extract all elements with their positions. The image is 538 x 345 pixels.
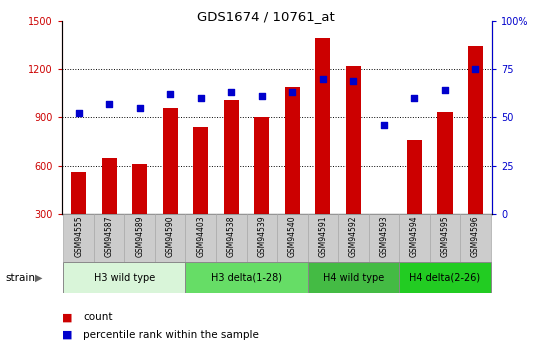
Point — [74, 111, 83, 116]
Text: GSM94596: GSM94596 — [471, 215, 480, 257]
Text: GSM94590: GSM94590 — [166, 215, 175, 257]
Text: GDS1674 / 10761_at: GDS1674 / 10761_at — [197, 10, 335, 23]
Bar — [186, 214, 216, 262]
Point — [227, 89, 236, 95]
Bar — [193, 127, 208, 262]
Text: GSM94555: GSM94555 — [74, 215, 83, 257]
Bar — [338, 214, 369, 262]
Text: GSM94592: GSM94592 — [349, 215, 358, 257]
Bar — [399, 262, 491, 293]
Bar — [63, 214, 94, 262]
Text: GSM94540: GSM94540 — [288, 215, 297, 257]
Bar — [254, 117, 270, 262]
Text: GSM94593: GSM94593 — [379, 215, 388, 257]
Text: GSM94594: GSM94594 — [410, 215, 419, 257]
Text: percentile rank within the sample: percentile rank within the sample — [83, 330, 259, 339]
Bar — [63, 262, 186, 293]
Text: H3 wild type: H3 wild type — [94, 273, 155, 283]
Bar — [285, 87, 300, 262]
Bar — [71, 172, 86, 262]
Text: count: count — [83, 313, 113, 322]
Text: GSM94595: GSM94595 — [441, 215, 449, 257]
Text: GSM94538: GSM94538 — [227, 215, 236, 257]
Bar — [346, 66, 361, 262]
Point — [471, 66, 480, 72]
Bar — [376, 219, 392, 262]
Text: GSM94591: GSM94591 — [318, 215, 327, 257]
Point — [105, 101, 114, 107]
Text: GSM94539: GSM94539 — [257, 215, 266, 257]
Point — [196, 95, 205, 101]
Text: H4 delta(2-26): H4 delta(2-26) — [409, 273, 480, 283]
Bar — [94, 214, 124, 262]
Bar — [132, 164, 147, 262]
Bar — [224, 100, 239, 262]
Bar — [399, 214, 430, 262]
Bar — [186, 262, 308, 293]
Text: GSM94589: GSM94589 — [135, 215, 144, 257]
Point — [441, 88, 449, 93]
Point — [410, 95, 419, 101]
Text: strain: strain — [5, 273, 36, 283]
Bar — [102, 158, 117, 262]
Bar — [430, 214, 460, 262]
Bar — [124, 214, 155, 262]
Text: ■: ■ — [62, 313, 73, 322]
Text: GSM94587: GSM94587 — [105, 215, 114, 257]
Point — [136, 105, 144, 110]
Text: H3 delta(1-28): H3 delta(1-28) — [211, 273, 282, 283]
Bar — [308, 262, 399, 293]
Point — [349, 78, 358, 83]
Bar — [162, 108, 178, 262]
Bar — [308, 214, 338, 262]
Bar — [216, 214, 246, 262]
Point — [166, 91, 174, 97]
Bar — [468, 47, 483, 262]
Point — [258, 93, 266, 99]
Text: GSM94403: GSM94403 — [196, 215, 206, 257]
Bar — [437, 112, 452, 262]
Bar — [246, 214, 277, 262]
Bar — [155, 214, 186, 262]
Point — [318, 76, 327, 81]
Bar — [277, 214, 308, 262]
Bar — [407, 140, 422, 262]
Text: ■: ■ — [62, 330, 73, 339]
Point — [288, 89, 296, 95]
Bar — [315, 38, 330, 262]
Text: ▶: ▶ — [35, 273, 43, 283]
Point — [380, 122, 388, 128]
Bar — [369, 214, 399, 262]
Bar — [460, 214, 491, 262]
Text: H4 wild type: H4 wild type — [323, 273, 384, 283]
